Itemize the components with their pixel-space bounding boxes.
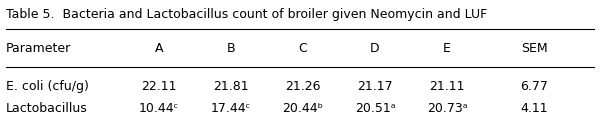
- Text: 17.44ᶜ: 17.44ᶜ: [211, 102, 251, 114]
- Text: 21.17: 21.17: [357, 80, 393, 93]
- Text: Table 5.  Bacteria and Lactobacillus count of broiler given Neomycin and LUF: Table 5. Bacteria and Lactobacillus coun…: [6, 8, 487, 21]
- Text: D: D: [370, 42, 380, 54]
- Text: 20.51ᵃ: 20.51ᵃ: [355, 102, 395, 114]
- Text: 10.44ᶜ: 10.44ᶜ: [139, 102, 179, 114]
- Text: 6.77: 6.77: [520, 80, 548, 93]
- Text: 21.26: 21.26: [285, 80, 321, 93]
- Text: E. coli (cfu/g): E. coli (cfu/g): [6, 80, 89, 93]
- Text: Lactobacillus: Lactobacillus: [6, 102, 88, 114]
- Text: C: C: [299, 42, 307, 54]
- Text: 21.11: 21.11: [429, 80, 465, 93]
- Text: 20.73ᵃ: 20.73ᵃ: [427, 102, 467, 114]
- Text: 20.44ᵇ: 20.44ᵇ: [283, 102, 323, 114]
- Text: 22.11: 22.11: [141, 80, 177, 93]
- Text: 4.11: 4.11: [520, 102, 548, 114]
- Text: A: A: [155, 42, 163, 54]
- Text: SEM: SEM: [521, 42, 547, 54]
- Text: E: E: [443, 42, 451, 54]
- Text: B: B: [227, 42, 235, 54]
- Text: Parameter: Parameter: [6, 42, 71, 54]
- Text: 21.81: 21.81: [213, 80, 249, 93]
